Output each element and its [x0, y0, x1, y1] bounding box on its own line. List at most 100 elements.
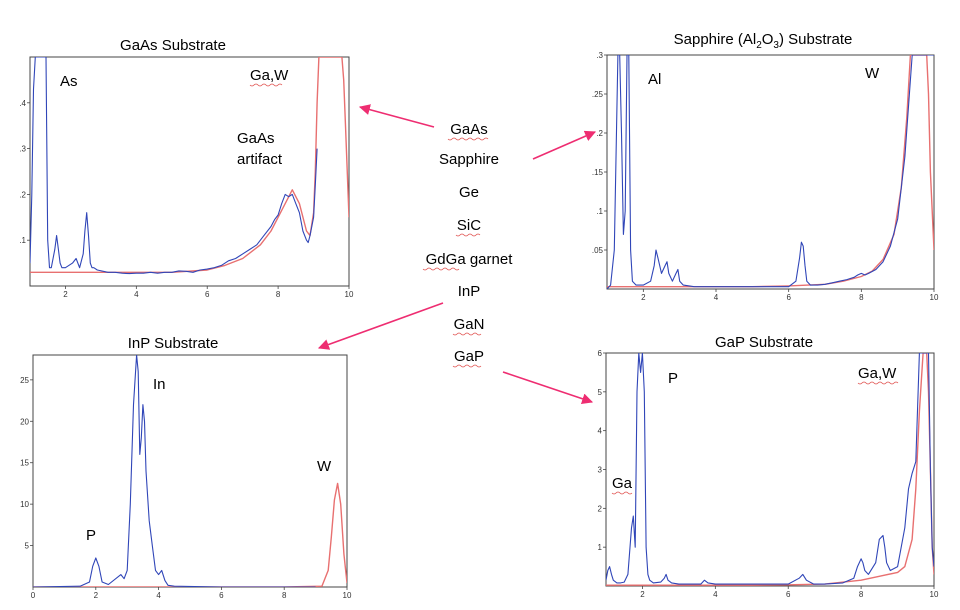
x-tick-label: 4 — [713, 590, 718, 599]
plot-frame — [605, 352, 935, 587]
y-tick-label: 5 — [25, 542, 30, 551]
substrate-list: GaAs Sapphire Ge SiC GdGa garnet InP GaN… — [422, 121, 514, 368]
substrate-item-gaas: GaAs — [450, 121, 488, 138]
y-tick-label: 2 — [598, 504, 603, 513]
spellcheck-underline — [447, 137, 489, 141]
y-tick-label: 10 — [20, 500, 29, 509]
spellcheck-underline — [452, 332, 482, 336]
y-tick-label: .15 — [592, 168, 604, 177]
chart-title: Sapphire (Al2O3) Substrate — [674, 31, 853, 51]
y-tick-label: .4 — [19, 99, 26, 108]
y-tick-label: .1 — [596, 207, 603, 216]
spellcheck-underline — [857, 381, 899, 385]
x-tick-label: 6 — [219, 591, 224, 600]
spellcheck-underline — [422, 267, 460, 271]
arrow-to-gap-chart — [502, 371, 594, 405]
chart-inp-substrate: InP Substrate 0 2 4 6 8 10 5 10 15 20 25 P In W — [20, 335, 352, 600]
annotation-ga-w: Ga,W — [858, 365, 897, 382]
measured-spectrum-line — [607, 55, 934, 289]
y-tick-label: 25 — [20, 376, 29, 385]
substrate-item-inp: InP — [458, 283, 481, 300]
substrate-item-sapphire: Sapphire — [439, 151, 499, 168]
chart-title: InP Substrate — [128, 335, 219, 352]
x-tick-label: 6 — [786, 590, 791, 599]
y-tick-label: .25 — [592, 90, 604, 99]
plot-frame — [32, 354, 348, 588]
spellcheck-underline — [452, 364, 482, 368]
x-tick-label: 10 — [343, 591, 352, 600]
chart-title-part: Sapphire (Al — [674, 31, 757, 48]
annotation-ga-w: Ga,W — [250, 67, 289, 84]
y-tick-label: 20 — [20, 417, 29, 426]
annotation-artifact: artifact — [237, 151, 283, 168]
x-tick-label: 2 — [641, 293, 646, 302]
chart-title-part: ) Substrate — [779, 31, 852, 48]
x-tick-label: 8 — [859, 590, 864, 599]
substrate-item-sic: SiC — [457, 217, 481, 234]
plot-lines — [606, 353, 934, 586]
chart-title: GaP Substrate — [715, 334, 813, 351]
arrow-to-sapphire-chart — [532, 130, 597, 160]
y-tick-label: 4 — [598, 427, 603, 436]
spellcheck-underline — [611, 491, 633, 495]
x-tick-label: 2 — [640, 590, 645, 599]
fit-spectrum-line — [606, 353, 934, 586]
axis-ticks: 2 4 6 8 10 .05 .1 .15 .2 .25 .3 — [592, 51, 939, 302]
annotation-p: P — [86, 527, 96, 544]
y-tick-label: .05 — [592, 246, 604, 255]
axis-ticks: 0 2 4 6 8 10 5 10 15 20 25 — [20, 376, 352, 600]
measured-spectrum-line — [33, 355, 316, 587]
spellcheck-underline — [455, 233, 481, 237]
arrows — [317, 104, 597, 405]
annotation-w: W — [865, 65, 880, 82]
x-tick-label: 10 — [345, 290, 354, 299]
x-tick-label: 8 — [282, 591, 287, 600]
substrate-item-gdga-garnet: GdGa garnet — [426, 251, 514, 268]
x-tick-label: 10 — [930, 293, 939, 302]
measured-spectrum-line — [30, 57, 318, 275]
chart-title-subscript: 2 — [756, 40, 762, 51]
substrate-item-gan: GaN — [454, 316, 485, 333]
chart-title-subscript: 3 — [773, 40, 779, 51]
annotation-p: P — [668, 370, 678, 387]
plot-lines — [30, 57, 349, 275]
arrow-to-gaas-chart — [358, 104, 435, 128]
y-tick-label: 1 — [598, 543, 603, 552]
measured-spectrum-line — [606, 353, 934, 585]
x-tick-label: 6 — [205, 290, 210, 299]
x-tick-label: 0 — [31, 591, 36, 600]
annotation-gaas: GaAs — [237, 130, 275, 147]
x-tick-label: 6 — [786, 293, 791, 302]
plot-frame — [606, 54, 935, 290]
y-tick-label: .2 — [19, 190, 26, 199]
chart-title-part: O — [762, 31, 774, 48]
x-tick-label: 10 — [930, 590, 939, 599]
plot-lines — [33, 355, 347, 587]
annotation-ga: Ga — [612, 475, 633, 492]
annotation-as: As — [60, 73, 78, 90]
annotation-in: In — [153, 376, 166, 393]
y-tick-label: 3 — [598, 466, 603, 475]
chart-gaas-substrate: GaAs Substrate 2 4 6 8 10 .1 .2 .3 .4 As Ga,W Ga… — [19, 37, 354, 299]
y-tick-label: 5 — [598, 388, 603, 397]
spellcheck-underline — [249, 83, 283, 87]
x-tick-label: 4 — [134, 290, 139, 299]
axis-ticks: 2 4 6 8 10 .1 .2 .3 .4 — [19, 99, 354, 299]
x-tick-label: 4 — [156, 591, 161, 600]
y-tick-label: 15 — [20, 459, 29, 468]
x-tick-label: 8 — [859, 293, 864, 302]
substrate-item-gap: GaP — [454, 348, 484, 365]
x-tick-label: 2 — [63, 290, 68, 299]
plot-lines — [607, 55, 934, 289]
y-tick-label: 6 — [598, 349, 603, 358]
y-tick-label: .3 — [19, 145, 26, 154]
chart-sapphire-substrate: Sapphire (Al2O3) Substrate 2 4 6 8 10.05.1.1… — [592, 31, 939, 302]
arrow-to-inp-chart — [317, 302, 444, 350]
plot-frame — [29, 56, 350, 287]
annotation-al: Al — [648, 71, 661, 88]
y-tick-label: .1 — [19, 236, 26, 245]
x-tick-label: 4 — [714, 293, 719, 302]
